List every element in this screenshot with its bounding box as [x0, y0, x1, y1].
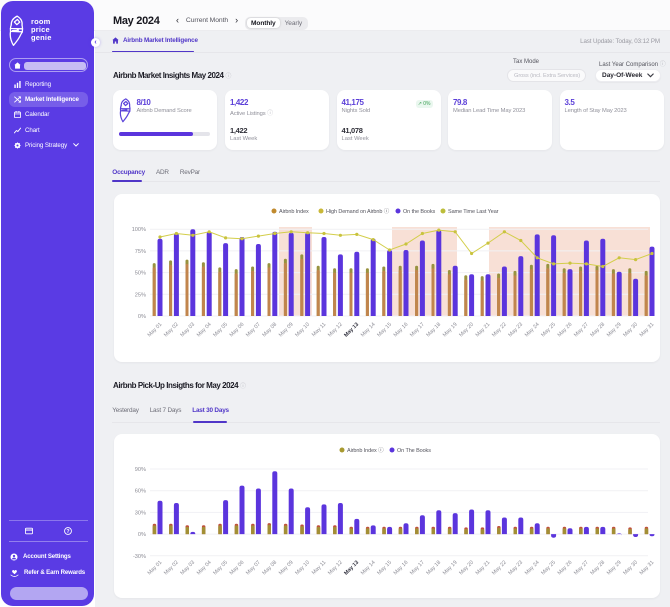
- svg-text:May 14: May 14: [360, 560, 377, 577]
- svg-text:May 30: May 30: [622, 322, 639, 339]
- svg-text:May 11: May 11: [311, 322, 327, 338]
- svg-text:-30%: -30%: [133, 554, 146, 560]
- svg-text:May 19: May 19: [442, 560, 459, 577]
- svg-text:25%: 25%: [135, 292, 146, 298]
- svg-text:May 20: May 20: [458, 322, 475, 339]
- svg-text:May 21: May 21: [475, 322, 492, 339]
- svg-text:May 18: May 18: [425, 322, 442, 339]
- svg-text:May 29: May 29: [606, 560, 623, 577]
- svg-text:May 03: May 03: [179, 322, 196, 339]
- svg-text:May 13: May 13: [343, 322, 360, 339]
- svg-text:May 10: May 10: [294, 560, 311, 577]
- svg-text:May 09: May 09: [278, 560, 295, 577]
- svg-text:May 26: May 26: [557, 560, 574, 577]
- svg-text:May 28: May 28: [589, 560, 606, 577]
- svg-text:May 06: May 06: [229, 560, 246, 577]
- svg-text:May 08: May 08: [261, 322, 278, 339]
- svg-text:May 27: May 27: [573, 322, 590, 339]
- svg-text:On the Books: On the Books: [403, 209, 435, 215]
- svg-text:May 04: May 04: [196, 560, 213, 577]
- svg-text:May 21: May 21: [475, 560, 492, 577]
- svg-text:50%: 50%: [135, 271, 146, 277]
- svg-text:May 10: May 10: [294, 322, 311, 339]
- svg-text:May 04: May 04: [196, 322, 213, 339]
- svg-text:0%: 0%: [138, 532, 146, 538]
- svg-text:May 15: May 15: [376, 322, 393, 339]
- svg-text:May 25: May 25: [540, 560, 557, 577]
- svg-text:May 23: May 23: [507, 322, 524, 339]
- svg-text:May 03: May 03: [179, 560, 196, 577]
- svg-text:May 02: May 02: [163, 322, 180, 339]
- svg-text:Airbnb Index: Airbnb Index: [279, 209, 309, 215]
- svg-text:0%: 0%: [138, 314, 146, 320]
- svg-text:Same Time Last Year: Same Time Last Year: [448, 209, 499, 215]
- svg-text:May 31: May 31: [639, 560, 656, 577]
- svg-text:May 05: May 05: [212, 322, 229, 339]
- svg-text:On The Books: On The Books: [397, 448, 431, 454]
- svg-text:May 09: May 09: [278, 322, 295, 339]
- svg-text:May 12: May 12: [327, 560, 344, 577]
- svg-text:May 07: May 07: [245, 322, 262, 339]
- svg-text:May 31: May 31: [639, 322, 656, 339]
- svg-text:?: ?: [66, 529, 69, 535]
- svg-text:May 30: May 30: [622, 560, 639, 577]
- svg-text:High Demand on Airbnb ⓘ: High Demand on Airbnb ⓘ: [326, 207, 390, 215]
- svg-text:30%: 30%: [135, 510, 146, 516]
- svg-text:May 27: May 27: [573, 560, 590, 577]
- svg-text:May 24: May 24: [524, 322, 541, 339]
- svg-text:May 20: May 20: [458, 560, 475, 577]
- svg-text:May 25: May 25: [540, 322, 557, 339]
- svg-text:May 06: May 06: [229, 322, 246, 339]
- svg-text:May 22: May 22: [491, 560, 508, 577]
- svg-text:May 14: May 14: [360, 322, 377, 339]
- svg-text:May 15: May 15: [376, 560, 393, 577]
- svg-text:May 24: May 24: [524, 560, 541, 577]
- svg-text:May 22: May 22: [491, 322, 508, 339]
- svg-text:May 13: May 13: [343, 560, 360, 577]
- svg-text:May 05: May 05: [212, 560, 229, 577]
- svg-text:May 07: May 07: [245, 560, 262, 577]
- svg-text:75%: 75%: [135, 249, 146, 255]
- svg-text:May 17: May 17: [409, 322, 426, 339]
- svg-text:May 01: May 01: [147, 322, 164, 339]
- svg-text:May 19: May 19: [442, 322, 459, 339]
- svg-text:May 17: May 17: [409, 560, 426, 577]
- svg-text:May 23: May 23: [507, 560, 524, 577]
- svg-text:May 08: May 08: [261, 560, 278, 577]
- svg-text:May 29: May 29: [606, 322, 623, 339]
- svg-text:May 11: May 11: [311, 560, 327, 576]
- svg-text:May 12: May 12: [327, 322, 344, 339]
- svg-text:May 18: May 18: [425, 560, 442, 577]
- svg-text:May 28: May 28: [589, 322, 606, 339]
- svg-text:100%: 100%: [132, 227, 146, 233]
- svg-text:Airbnb Index ⓘ: Airbnb Index ⓘ: [347, 446, 384, 454]
- svg-text:May 16: May 16: [393, 560, 410, 577]
- svg-text:May 02: May 02: [163, 560, 180, 577]
- svg-text:90%: 90%: [135, 467, 146, 473]
- svg-text:May 16: May 16: [393, 322, 410, 339]
- svg-text:May 01: May 01: [147, 560, 164, 577]
- svg-text:60%: 60%: [135, 489, 146, 495]
- svg-text:May 26: May 26: [557, 322, 574, 339]
